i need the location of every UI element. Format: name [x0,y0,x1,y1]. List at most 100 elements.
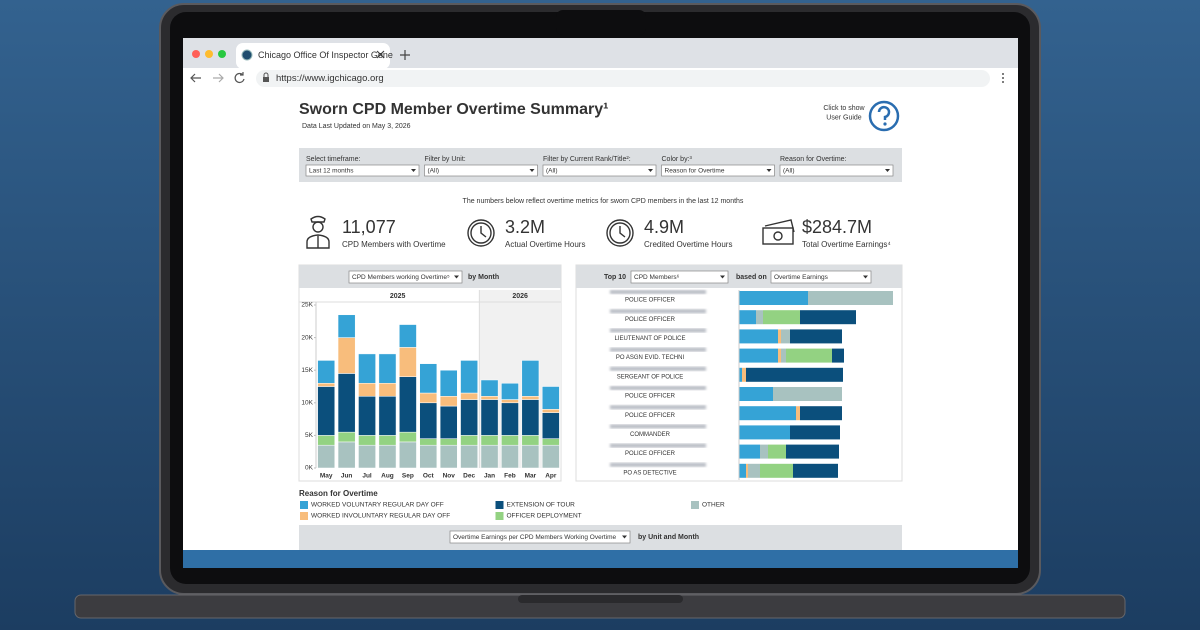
bar-segment [358,353,376,384]
bottom-dropdown[interactable] [449,530,631,544]
bar-segment [760,444,768,459]
bar-segment [480,444,499,469]
help-button[interactable] [868,100,900,132]
bar-segment [337,337,356,374]
bar-segment [778,348,781,363]
x-tick-label: Sep [402,473,414,480]
rank-label: POLICE OFFICER [625,394,676,400]
filter-dropdown[interactable] [661,164,775,177]
bar-segment [439,405,458,439]
kpi-value: 4.9M [644,217,684,237]
dropdown-arrow [529,169,535,172]
bar-segment [378,435,397,446]
bar-segment [541,409,560,413]
bar-segment [419,363,438,394]
bar-segment [460,360,478,394]
bar-segment [748,463,760,478]
address-bar[interactable] [256,70,990,87]
x-tick-label: May [320,473,333,480]
filter-dropdown[interactable] [424,164,538,177]
redacted-name [610,405,706,410]
url: https://www.igchicago.org [276,73,384,84]
bar-segment [781,348,786,363]
bar-segment [763,310,800,325]
redacted-name [610,309,706,314]
reload-button[interactable] [234,72,245,83]
guide-label: User Guide [826,114,862,121]
redacted-name [610,290,706,294]
filter-label: Color by:³ [662,156,693,163]
y-tick-label: 25K [301,302,313,309]
bar-segment [439,369,458,397]
bar-segment [399,431,417,443]
menu-button[interactable] [1002,73,1004,83]
tab-close[interactable] [376,50,385,59]
bar-segment [739,310,756,325]
bar-segment [793,463,838,478]
metric-dropdown[interactable] [770,270,872,284]
bar-segment [378,396,397,436]
bar-segment [317,386,336,436]
bar-segment [808,291,893,305]
x-tick-label: Nov [443,473,456,480]
rank-label: COMMANDER [630,432,671,438]
maximize-dot[interactable] [218,50,226,58]
close-dot[interactable] [192,50,200,58]
measure-dropdown[interactable] [348,270,463,284]
bar-segment [521,360,540,397]
help-dot [883,122,887,126]
bar-segment [399,324,417,348]
dropdown-arrow [766,169,772,172]
back-button[interactable] [190,73,201,83]
bar-segment [419,402,438,439]
filter-dropdown[interactable] [305,164,420,177]
active-tab[interactable] [236,43,390,69]
bar-segment [358,444,376,469]
entity-dropdown[interactable] [630,270,729,284]
legend-label: EXTENSION OF TOUR [507,502,576,509]
legend-swatch [300,501,308,509]
y-tick-label: 0K [305,465,314,472]
bar-segment [337,373,356,433]
bar-segment [796,406,800,421]
filter-dropdown-value: (All) [546,168,558,175]
bar-segment [521,396,540,400]
bar-segment [521,399,540,436]
bar-segment [501,435,519,446]
legend-swatch [495,512,504,520]
minimize-dot[interactable] [205,50,213,58]
x-tick-label: Jul [362,473,372,480]
bar-segment [786,444,839,459]
officer-icon [306,215,330,249]
bar-segment [501,402,519,436]
money-icon [762,219,795,245]
bar-segment [760,463,793,478]
bar-segment [399,376,417,433]
lock-icon [263,77,269,82]
legend-swatch [495,501,504,509]
bar-segment [317,382,336,387]
metric-dropdown-value: Overtime Earnings [774,274,829,281]
rank-label: POLICE OFFICER [625,317,676,323]
panel-suffix: by Month [468,274,499,281]
filter-dropdown[interactable] [779,164,894,177]
y-tick-label: 20K [301,334,313,341]
bar-segment [439,444,458,469]
new-tab[interactable] [400,50,410,60]
forward-button[interactable] [213,73,224,83]
dropdown-arrow [863,275,868,279]
bar-segment [541,444,560,469]
kpi-value: 11,077 [342,217,396,237]
filter-dropdown[interactable] [542,164,657,177]
bar-segment [739,425,790,440]
bar-segment [786,348,832,363]
bar-segment [317,360,336,384]
filter-dropdown-value: (All) [783,168,795,175]
guide-label: Click to show [823,105,865,112]
bar-segment [541,412,560,439]
bar-segment [742,367,746,382]
panel-connector: based on [736,274,767,281]
y-tick-label: 15K [301,367,313,374]
legend-label: WORKED VOLUNTARY REGULAR DAY OFF [311,502,444,509]
